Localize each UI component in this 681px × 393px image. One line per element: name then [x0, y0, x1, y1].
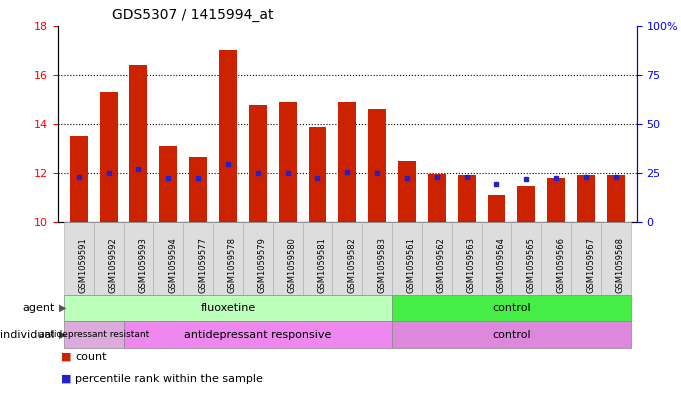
Text: ■: ■ — [61, 352, 72, 362]
Text: GSM1059567: GSM1059567 — [586, 237, 595, 293]
Bar — [249, 105, 267, 222]
Text: control: control — [492, 330, 530, 340]
Bar — [308, 127, 326, 222]
Text: control: control — [492, 303, 530, 313]
Text: GSM1059580: GSM1059580 — [287, 237, 297, 293]
Bar — [368, 109, 386, 222]
Bar — [428, 174, 446, 222]
Text: antidepressant resistant: antidepressant resistant — [39, 331, 149, 339]
Bar — [99, 92, 118, 222]
Bar — [219, 50, 237, 222]
Bar — [458, 175, 475, 222]
Text: GSM1059581: GSM1059581 — [317, 237, 326, 293]
Text: GSM1059565: GSM1059565 — [526, 237, 535, 293]
Text: percentile rank within the sample: percentile rank within the sample — [75, 374, 263, 384]
Text: GSM1059579: GSM1059579 — [258, 237, 267, 293]
Bar — [189, 157, 207, 222]
Text: GDS5307 / 1415994_at: GDS5307 / 1415994_at — [112, 7, 274, 22]
Text: antidepressant responsive: antidepressant responsive — [184, 330, 332, 340]
Text: GSM1059591: GSM1059591 — [79, 237, 88, 293]
Bar — [159, 146, 177, 222]
Text: GSM1059577: GSM1059577 — [198, 237, 207, 293]
Text: GSM1059583: GSM1059583 — [377, 237, 386, 293]
Bar — [279, 102, 297, 222]
Bar — [129, 65, 147, 222]
Text: GSM1059594: GSM1059594 — [168, 237, 177, 293]
Text: agent: agent — [22, 303, 54, 313]
Bar — [548, 178, 565, 222]
Text: GSM1059568: GSM1059568 — [616, 237, 625, 293]
Text: GSM1059562: GSM1059562 — [437, 237, 446, 293]
Bar — [338, 102, 356, 222]
Text: GSM1059578: GSM1059578 — [228, 237, 237, 293]
Text: ▶: ▶ — [59, 330, 67, 340]
Text: ■: ■ — [61, 374, 72, 384]
Bar — [607, 175, 624, 222]
Text: count: count — [75, 352, 106, 362]
Text: ▶: ▶ — [59, 303, 67, 313]
Text: GSM1059593: GSM1059593 — [138, 237, 148, 293]
Text: GSM1059563: GSM1059563 — [466, 237, 475, 293]
Text: individual: individual — [0, 330, 54, 340]
Text: GSM1059566: GSM1059566 — [556, 237, 565, 293]
Bar — [518, 186, 535, 222]
Bar — [70, 136, 88, 222]
Bar — [488, 195, 505, 222]
Text: GSM1059592: GSM1059592 — [108, 237, 118, 293]
Bar — [398, 161, 416, 222]
Bar — [577, 175, 595, 222]
Text: GSM1059582: GSM1059582 — [347, 237, 356, 293]
Text: GSM1059564: GSM1059564 — [496, 237, 505, 293]
Text: GSM1059561: GSM1059561 — [407, 237, 416, 293]
Text: fluoxetine: fluoxetine — [200, 303, 255, 313]
